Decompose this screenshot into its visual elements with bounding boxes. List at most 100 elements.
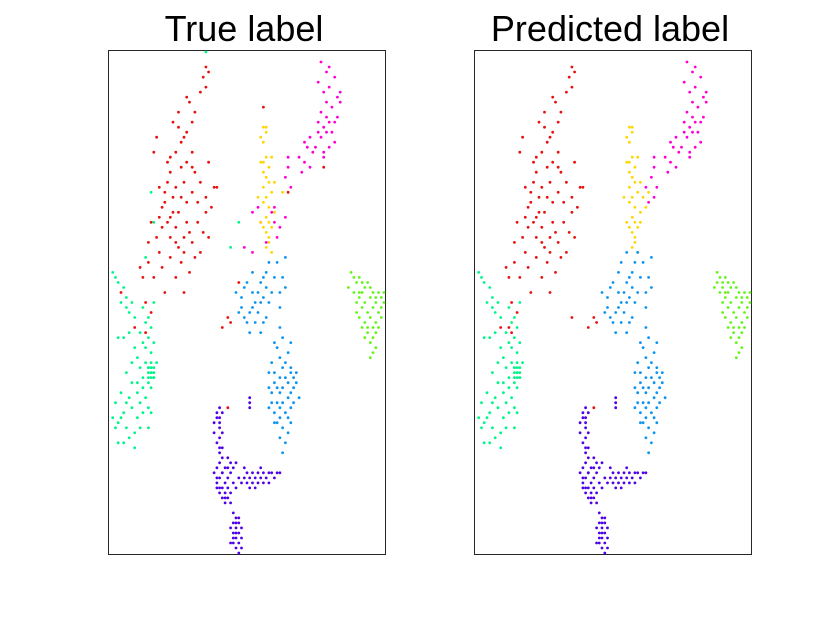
scatter-point <box>185 220 189 224</box>
scatter-point <box>360 306 364 309</box>
scatter-point <box>174 225 178 229</box>
scatter-point <box>171 210 175 214</box>
scatter-point <box>625 160 629 164</box>
scatter-point <box>584 486 587 490</box>
scatter-point <box>218 406 221 410</box>
scatter-point <box>499 316 503 319</box>
scatter-point <box>617 291 620 294</box>
scatter-point <box>251 306 254 309</box>
scatter-point <box>529 190 533 194</box>
scatter-point <box>595 321 598 324</box>
scatter-point <box>262 200 265 204</box>
scatter-point <box>289 366 293 369</box>
scatter-point <box>149 361 153 364</box>
scatter-point <box>581 481 585 485</box>
scatter-point <box>336 115 339 119</box>
scatter-point <box>231 481 235 485</box>
scatter-point <box>534 170 538 174</box>
scatter-point <box>264 241 268 244</box>
scatter-point <box>122 336 126 339</box>
scatter-point <box>240 296 243 299</box>
scatter-point <box>300 170 304 174</box>
scatter-point <box>611 281 615 284</box>
scatter-point <box>639 381 642 385</box>
scatter-point <box>622 471 626 475</box>
scatter-point <box>114 401 117 405</box>
scatter-point <box>130 361 134 364</box>
scatter-point <box>273 180 276 184</box>
scatter-point <box>493 436 497 440</box>
scatter-point <box>600 546 604 550</box>
scatter-point <box>639 371 642 374</box>
scatter-point <box>482 336 486 339</box>
scatter-point <box>652 165 656 169</box>
scatter-point <box>608 476 612 480</box>
scatter-point <box>606 296 609 299</box>
scatter-point <box>319 60 323 64</box>
scatter-point <box>289 421 293 425</box>
scatter-point <box>614 331 618 334</box>
scatter-point <box>545 140 549 144</box>
scatter-point <box>644 326 648 329</box>
scatter-point <box>586 456 590 460</box>
scatter-point <box>545 195 549 199</box>
scatter-point <box>655 406 659 410</box>
scatter-point <box>185 160 189 164</box>
scatter-point <box>149 386 153 390</box>
scatter-point <box>119 291 123 294</box>
scatter-point <box>297 396 301 400</box>
scatter-point <box>166 160 169 164</box>
scatter-point <box>660 371 664 374</box>
scatter-point <box>532 220 535 224</box>
scatter-point <box>734 316 738 319</box>
scatter-point <box>368 316 372 319</box>
scatter-point <box>633 386 637 390</box>
scatter-point <box>278 291 282 294</box>
scatter-point <box>633 205 637 209</box>
scatter-point <box>188 271 191 274</box>
scatter-point <box>586 411 590 415</box>
scatter-point <box>732 326 735 329</box>
scatter-point <box>628 225 631 229</box>
scatter-series-4 <box>111 50 241 450</box>
scatter-point <box>152 341 156 344</box>
scatter-point <box>125 306 128 309</box>
scatter-series-3 <box>234 256 301 455</box>
scatter-series-1 <box>644 60 708 204</box>
scatter-point <box>628 276 631 279</box>
scatter-point <box>702 95 705 99</box>
scatter-point <box>603 541 607 545</box>
scatter-point <box>182 251 186 254</box>
scatter-point <box>589 466 593 470</box>
scatter-point <box>726 281 730 284</box>
scatter-point <box>526 225 530 229</box>
scatter-point <box>141 376 145 379</box>
scatter-point <box>251 291 254 294</box>
scatter-point <box>704 90 708 94</box>
scatter-point <box>231 536 235 540</box>
scatter-point <box>190 190 194 194</box>
scatter-point <box>201 75 205 79</box>
scatter-point <box>185 200 189 204</box>
scatter-point <box>603 531 607 535</box>
scatter-point <box>639 210 642 214</box>
scatter-point <box>240 481 243 485</box>
scatter-point <box>641 195 645 199</box>
scatter-point <box>515 376 519 379</box>
scatter-point <box>639 341 642 344</box>
scatter-point <box>488 286 492 289</box>
scatter-point <box>270 291 274 294</box>
scatter-point <box>226 476 230 480</box>
scatter-point <box>237 521 241 525</box>
scatter-point <box>256 311 260 314</box>
scatter-point <box>116 281 120 284</box>
scatter-point <box>493 311 497 314</box>
scatter-point <box>628 200 631 204</box>
scatter-point <box>652 396 656 400</box>
scatter-point <box>229 321 232 324</box>
scatter-point <box>732 331 735 334</box>
scatter-point <box>152 301 156 304</box>
scatter-point <box>278 356 282 359</box>
scatter-point <box>644 205 648 209</box>
scatter-point <box>543 246 546 249</box>
